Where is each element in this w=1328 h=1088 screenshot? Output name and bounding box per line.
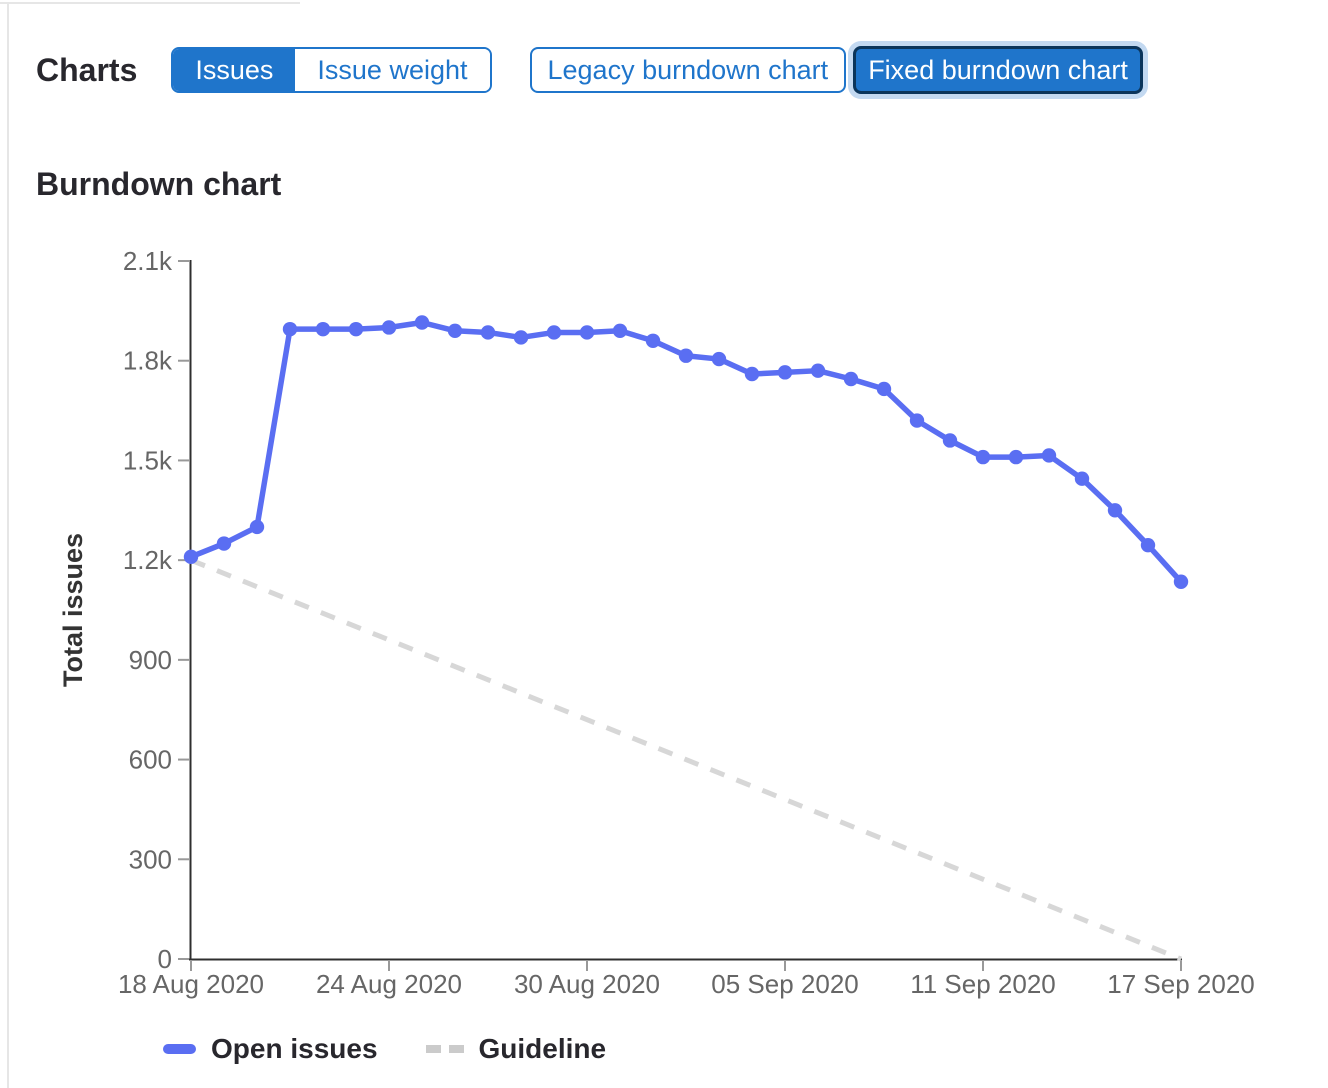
open-issues-point[interactable] [348,321,364,337]
open-issues-point[interactable] [282,321,298,337]
open-issues-point[interactable] [447,323,463,338]
open-issues-point[interactable] [1173,574,1189,589]
y-tick-label: 1.2k [123,545,173,575]
y-tick-label: 1.5k [123,445,173,475]
open-issues-point[interactable] [909,413,925,428]
open-issues-point[interactable] [579,325,595,340]
legend-label-open-issues: Open issues [211,1033,378,1064]
x-tick-label: 30 Aug 2020 [514,969,660,999]
open-issues-point[interactable] [183,549,199,565]
legacy-burndown-chart-button[interactable]: Legacy burndown chart [529,47,847,93]
open-issues-point[interactable] [645,333,661,348]
legend-item-guideline[interactable]: Guideline [425,1033,607,1065]
open-issues-point[interactable] [480,325,496,340]
x-tick-label: 18 Aug 2020 [118,969,264,999]
open-issues-point[interactable] [1041,448,1057,463]
legend-label-guideline: Guideline [478,1033,607,1064]
legend-item-open-issues[interactable]: Open issues [163,1033,378,1065]
open-issues-point[interactable] [315,321,331,337]
top-divider [0,2,300,4]
open-issues-point[interactable] [546,325,562,340]
x-tick-label: 05 Sep 2020 [711,969,858,999]
open-issues-point[interactable] [1107,503,1123,518]
open-issues-point[interactable] [810,363,826,378]
open-issues-point[interactable] [777,365,793,380]
open-issues-point[interactable] [249,519,265,535]
open-issues-point[interactable] [381,320,397,335]
issues-toggle-group: Issues Issue weight [171,47,492,93]
x-tick-label: 11 Sep 2020 [910,969,1056,999]
open-issues-point[interactable] [513,330,529,345]
open-issues-line-swatch-icon [163,1044,196,1054]
open-issues-point[interactable] [1140,537,1156,553]
open-issues-point[interactable] [843,371,859,387]
issue-weight-toggle-button[interactable]: Issue weight [295,49,490,91]
open-issues-point[interactable] [678,348,694,363]
open-issues-point[interactable] [1074,471,1090,486]
chart-title: Burndown chart [36,166,282,202]
y-tick-label: 2.1k [123,246,173,276]
open-issues-point[interactable] [876,381,892,397]
open-issues-point[interactable] [612,323,628,338]
left-divider [7,2,9,1088]
open-issues-point[interactable] [744,366,760,382]
y-tick-label: 300 [129,844,172,874]
open-issues-point[interactable] [1008,449,1024,465]
open-issues-point[interactable] [975,449,991,465]
issues-toggle-button[interactable]: Issues [173,49,296,91]
chart-legend: Open issues Guideline [163,1033,606,1065]
y-tick-label: 0 [158,944,172,974]
chart-version-toggle-group: Legacy burndown chart Fixed burndown cha… [529,46,1143,94]
y-axis-title: Total issues [58,533,88,687]
guideline-line [190,557,1182,962]
charts-header: Charts Issues Issue weight Legacy burndo… [36,46,1143,94]
fixed-burndown-chart-button[interactable]: Fixed burndown chart [853,46,1143,94]
y-tick-label: 1.8k [123,346,173,376]
open-issues-point[interactable] [414,315,430,330]
open-issues-point[interactable] [216,536,232,551]
guideline-dashed-swatch-icon [425,1045,464,1053]
open-issues-point[interactable] [942,433,958,448]
x-tick-label: 24 Aug 2020 [316,969,462,999]
y-tick-label: 600 [129,745,172,775]
y-tick-label: 900 [129,645,172,675]
charts-section-title: Charts [36,51,138,88]
open-issues-point[interactable] [711,351,727,367]
x-tick-label: 17 Sep 2020 [1107,969,1254,999]
